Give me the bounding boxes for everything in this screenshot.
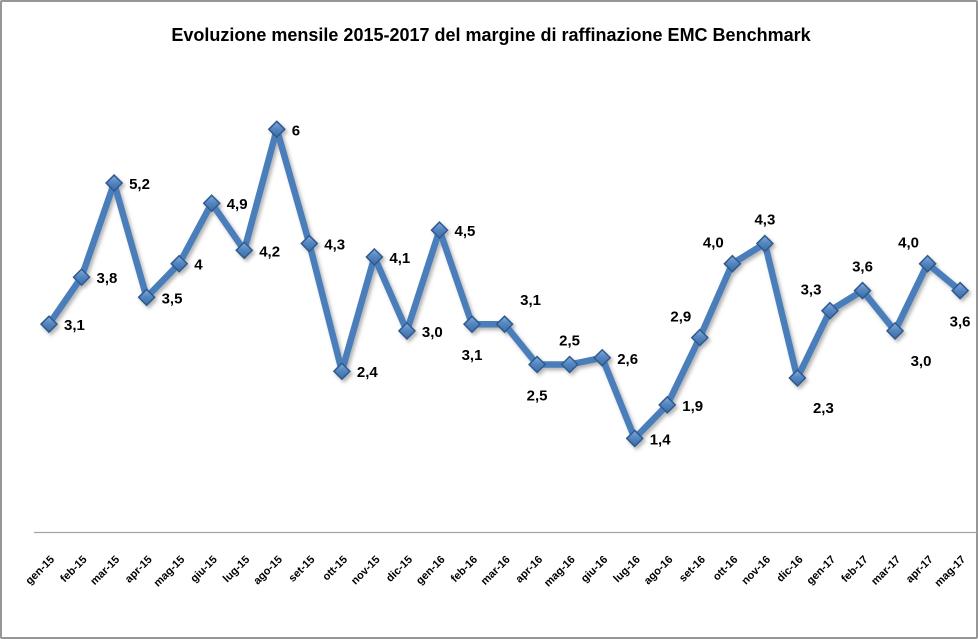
x-axis-label: ott-15	[320, 554, 350, 584]
series-group	[39, 120, 970, 448]
x-axis-label: ago-16	[642, 554, 676, 588]
data-point-marker	[528, 355, 547, 374]
data-label: 4,9	[227, 196, 248, 213]
data-label: 3,1	[520, 292, 541, 309]
x-axis-label: nov-16	[739, 554, 773, 588]
data-point-marker	[560, 355, 579, 374]
data-point-marker	[462, 315, 482, 334]
data-label: 3,0	[911, 353, 932, 370]
data-label: 4	[194, 257, 203, 274]
x-axis-label: feb-17	[839, 554, 870, 585]
data-label: 3,1	[64, 317, 85, 334]
x-axis-label: mar-15	[88, 554, 122, 588]
plot-area: 3,1 3,8 5,2 3,5 4 4,9 4,2 6 4,3 2,4 4,1 3,0 4,5 3,1 3,…	[24, 120, 977, 590]
x-axis-label: dic-15	[384, 554, 415, 585]
data-point-marker	[755, 234, 774, 253]
x-axis-label: apr-15	[123, 554, 155, 586]
x-axis-label: mag-17	[932, 554, 968, 590]
x-axis-label: apr-17	[904, 554, 936, 586]
data-label: 4,3	[754, 212, 775, 229]
data-point-marker	[72, 268, 91, 287]
x-axis-label: ago-15	[251, 554, 285, 588]
data-point-marker	[332, 362, 351, 381]
x-axis-label: dic-16	[775, 554, 806, 585]
data-label: 3,5	[162, 290, 183, 307]
x-axis-label: mar-17	[869, 554, 903, 588]
data-label: 3,1	[462, 347, 483, 364]
x-axis-label: feb-15	[58, 554, 89, 585]
data-point-marker	[820, 301, 840, 320]
data-label: 1,9	[682, 398, 703, 415]
data-label: 3,6	[852, 259, 873, 276]
data-label: 4,3	[324, 237, 345, 254]
data-label: 2,4	[357, 364, 379, 381]
data-point-marker	[723, 254, 742, 273]
data-point-marker	[951, 281, 970, 300]
data-label: 2,5	[559, 333, 580, 350]
data-label: 4,0	[898, 235, 919, 252]
x-axis-label: gen-16	[414, 554, 448, 588]
data-label: 2,3	[813, 400, 834, 417]
data-point-marker	[137, 288, 156, 307]
data-point-marker	[365, 247, 384, 267]
data-point-marker	[658, 395, 677, 414]
x-axis-label: mag-16	[542, 554, 578, 590]
x-axis-label: giu-16	[579, 554, 610, 585]
data-label: 3,6	[950, 314, 971, 331]
data-point-marker	[495, 315, 514, 334]
data-label: 3,8	[97, 270, 118, 287]
x-axis-label: giu-15	[188, 554, 219, 585]
x-axis-label: mag-15	[152, 554, 188, 590]
x-axis-label: nov-15	[349, 554, 383, 588]
x-axis-label: lug-15	[221, 554, 252, 585]
data-point-marker	[593, 348, 612, 367]
data-label: 5,2	[129, 176, 150, 193]
data-label: 4,2	[259, 243, 280, 260]
data-point-marker	[267, 120, 286, 139]
data-point-marker	[853, 281, 872, 300]
data-point-marker	[235, 241, 254, 260]
data-label: 4,1	[389, 250, 410, 267]
data-label: 2,9	[670, 309, 691, 326]
series-line	[45, 126, 964, 442]
data-point-marker	[202, 194, 221, 213]
data-point-marker	[300, 234, 319, 253]
data-point-marker	[625, 429, 644, 448]
data-point-marker	[430, 221, 449, 240]
data-point-marker	[788, 368, 807, 388]
data-point-marker	[690, 328, 709, 347]
x-axis-label: gen-15	[24, 554, 58, 588]
x-axis-label: lug-16	[611, 554, 642, 585]
data-point-marker	[170, 254, 189, 273]
data-point-marker	[885, 321, 905, 340]
data-point-marker	[397, 321, 417, 340]
x-axis-label: feb-16	[449, 554, 480, 585]
data-label: 2,6	[617, 351, 638, 368]
chart-title: Evoluzione mensile 2015-2017 del margine…	[171, 25, 811, 45]
data-point-marker	[39, 315, 59, 334]
data-label: 2,5	[527, 388, 548, 405]
data-label: 1,4	[650, 431, 672, 448]
data-point-marker	[918, 254, 937, 273]
data-label: 4,5	[455, 223, 476, 240]
data-label: 4,0	[703, 235, 724, 252]
data-label: 3,3	[801, 282, 822, 299]
x-axis-label: apr-16	[513, 554, 545, 586]
data-label: 3,0	[422, 324, 443, 341]
x-axis-label: set-15	[286, 554, 317, 585]
x-axis-label: ott-16	[711, 554, 741, 584]
x-axis-label: set-16	[677, 554, 708, 585]
x-axis-label: mar-16	[479, 554, 513, 588]
data-label: 6	[292, 122, 300, 139]
x-axis-label: gen-17	[805, 554, 839, 588]
data-point-marker	[105, 173, 124, 193]
